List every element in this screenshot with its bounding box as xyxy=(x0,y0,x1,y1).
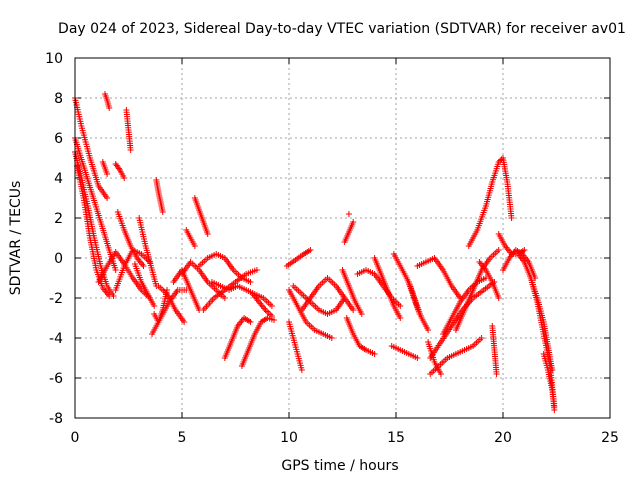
data-point xyxy=(358,311,365,317)
data-point xyxy=(345,211,352,217)
x-tick-label: 10 xyxy=(280,430,298,446)
y-tick-label: 0 xyxy=(54,251,63,267)
grid-lines xyxy=(75,58,610,418)
y-axis-label: SDTVAR / TECUs xyxy=(8,181,24,296)
tick-labels: 0 5 10 15 20 25 -8 -6 -4 -2 0 2 4 6 8 10 xyxy=(45,51,619,446)
data-point xyxy=(121,175,128,181)
data-point xyxy=(298,367,305,373)
data-point xyxy=(371,351,378,357)
data-point xyxy=(204,231,211,237)
y-tick-label: -8 xyxy=(49,411,63,427)
y-tick-label: -4 xyxy=(49,331,63,347)
y-tick-label: 6 xyxy=(54,131,63,147)
plot-frame xyxy=(74,57,611,419)
data-point xyxy=(191,243,198,249)
data-point xyxy=(140,263,147,269)
data-point xyxy=(397,315,404,321)
y-tick-label: 2 xyxy=(54,211,63,227)
data-point xyxy=(397,303,404,309)
data-point xyxy=(307,247,314,253)
data-point xyxy=(271,317,278,323)
data-point xyxy=(414,355,421,361)
data-point xyxy=(350,219,357,225)
axis-ticks xyxy=(74,57,611,419)
data-point xyxy=(247,319,254,325)
data-point xyxy=(106,105,113,111)
y-tick-label: -2 xyxy=(49,291,63,307)
x-tick-label: 25 xyxy=(601,430,619,446)
data-points xyxy=(72,91,558,413)
data-point xyxy=(268,313,275,319)
data-point xyxy=(425,327,432,333)
data-point xyxy=(151,303,158,309)
x-tick-label: 0 xyxy=(71,430,80,446)
x-tick-label: 15 xyxy=(387,430,405,446)
data-point xyxy=(521,247,528,253)
data-point xyxy=(495,159,502,165)
data-point xyxy=(478,335,485,341)
data-point xyxy=(104,195,111,201)
y-tick-label: 10 xyxy=(45,51,63,67)
data-point xyxy=(551,407,558,413)
x-tick-label: 20 xyxy=(494,430,512,446)
data-point xyxy=(508,215,515,221)
data-point xyxy=(106,293,113,299)
data-point xyxy=(495,295,502,301)
y-tick-label: -6 xyxy=(49,371,63,387)
x-axis-label: GPS time / hours xyxy=(281,458,398,474)
data-point xyxy=(253,267,260,273)
data-point xyxy=(437,371,444,377)
data-point xyxy=(221,295,228,301)
y-tick-label: 4 xyxy=(54,171,63,187)
data-point xyxy=(127,147,134,153)
data-point xyxy=(159,209,166,215)
data-point xyxy=(112,267,119,273)
data-point xyxy=(328,335,335,341)
data-point xyxy=(104,171,111,177)
x-tick-label: 5 xyxy=(178,430,187,446)
chart-title: Day 024 of 2023, Sidereal Day-to-day VTE… xyxy=(58,21,626,37)
data-point xyxy=(268,303,275,309)
data-point xyxy=(493,371,500,377)
y-tick-label: 8 xyxy=(54,91,63,107)
data-point xyxy=(495,247,502,253)
data-point xyxy=(350,307,357,313)
data-point xyxy=(181,319,188,325)
data-point xyxy=(247,279,254,285)
